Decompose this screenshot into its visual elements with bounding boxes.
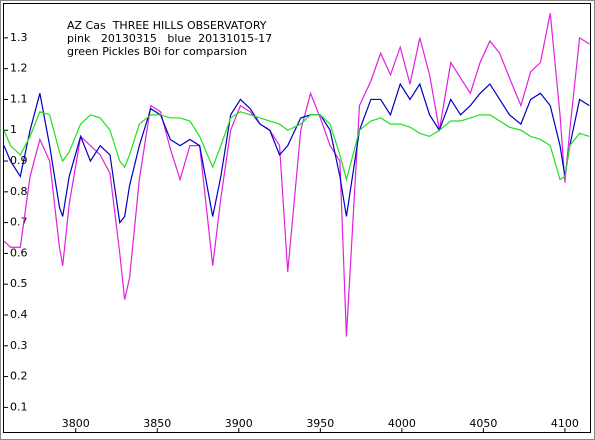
plot-border	[3, 3, 591, 433]
y-tick-label: 1.3	[10, 31, 28, 44]
x-tick-label: 3950	[306, 417, 334, 430]
annotation: pink 20130315 blue 20131015-17	[67, 32, 272, 45]
y-tick-label: 0.4	[10, 308, 28, 321]
x-tick-label: 3900	[225, 417, 253, 430]
x-tick-label: 3850	[143, 417, 171, 430]
x-tick-label: 4000	[388, 417, 416, 430]
y-tick-label: 0.8	[10, 185, 28, 198]
y-tick-label: 1	[10, 123, 17, 136]
y-tick-label: 0.5	[10, 277, 28, 290]
y-tick-label: 0.6	[10, 246, 28, 259]
chart-title: AZ Cas THREE HILLS OBSERVATORY	[67, 19, 267, 32]
line-blue	[3, 82, 590, 225]
line-green	[3, 111, 590, 182]
y-tick-label: 1.1	[10, 92, 28, 105]
y-tick-label: 1.2	[10, 62, 28, 75]
line-pink	[3, 13, 590, 337]
y-tick-label: 0.2	[10, 370, 28, 383]
x-tick-label: 3800	[62, 417, 90, 430]
y-tick-label: 0.3	[10, 339, 28, 352]
annotation: green Pickles B0i for comparsion	[67, 45, 247, 58]
x-tick-label: 4100	[551, 417, 579, 430]
y-tick-label: 0.1	[10, 400, 28, 413]
x-tick-label: 4050	[469, 417, 497, 430]
